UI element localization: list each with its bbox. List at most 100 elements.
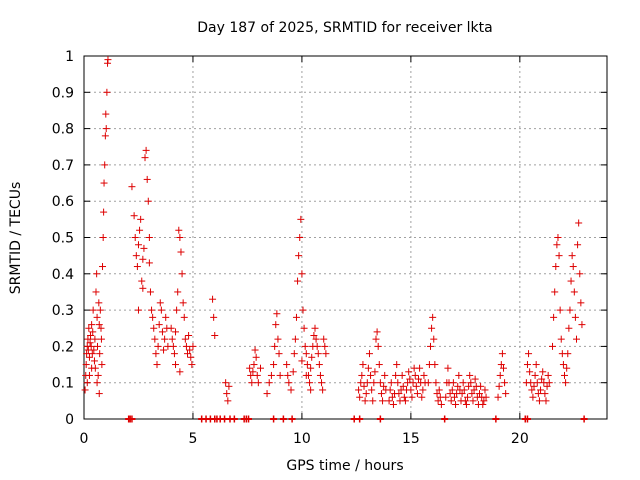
data-point bbox=[431, 361, 439, 369]
data-point bbox=[357, 379, 365, 387]
data-point bbox=[538, 375, 546, 383]
data-point bbox=[186, 346, 194, 354]
data-point bbox=[458, 390, 466, 398]
data-point bbox=[130, 212, 138, 220]
data-point bbox=[434, 397, 442, 405]
data-point bbox=[371, 368, 379, 376]
data-point bbox=[99, 263, 107, 271]
data-point bbox=[276, 371, 284, 379]
data-point bbox=[134, 241, 142, 249]
data-point bbox=[314, 350, 322, 358]
data-point bbox=[306, 379, 314, 387]
data-point bbox=[132, 252, 140, 260]
y-tick-label: 0.9 bbox=[52, 85, 74, 101]
data-point bbox=[393, 361, 401, 369]
y-tick-label: 0.8 bbox=[52, 122, 74, 138]
data-point bbox=[307, 386, 315, 394]
data-point bbox=[290, 350, 298, 358]
data-point bbox=[298, 357, 306, 365]
data-point bbox=[355, 386, 363, 394]
axis-ticks: 00.10.20.30.40.50.60.70.80.910 5 10 15 20 bbox=[52, 49, 607, 447]
data-point bbox=[300, 324, 308, 332]
data-point bbox=[565, 324, 573, 332]
data-point bbox=[557, 335, 565, 343]
data-point bbox=[133, 263, 141, 271]
data-point bbox=[102, 125, 110, 133]
data-point bbox=[363, 379, 371, 387]
data-point bbox=[81, 386, 89, 394]
data-point bbox=[294, 277, 302, 285]
data-point bbox=[379, 397, 387, 405]
data-point bbox=[356, 393, 364, 401]
zero-point bbox=[270, 415, 278, 423]
y-axis-label: SRMTID / TECUs bbox=[8, 182, 24, 295]
data-point bbox=[180, 313, 188, 321]
data-point bbox=[551, 288, 559, 296]
data-point bbox=[94, 342, 102, 350]
data-point bbox=[418, 393, 426, 401]
zero-point bbox=[356, 415, 364, 423]
data-point bbox=[419, 386, 427, 394]
data-point bbox=[563, 364, 571, 372]
data-point bbox=[432, 379, 440, 387]
data-point bbox=[301, 342, 309, 350]
data-point bbox=[539, 368, 547, 376]
data-point bbox=[416, 364, 424, 372]
data-point bbox=[174, 288, 182, 296]
y-tick-label: 0.7 bbox=[52, 158, 74, 174]
data-point bbox=[104, 56, 112, 64]
data-point bbox=[267, 371, 275, 379]
data-point bbox=[175, 226, 183, 234]
data-point bbox=[399, 382, 407, 390]
data-point bbox=[442, 393, 450, 401]
data-point bbox=[167, 324, 175, 332]
data-point bbox=[444, 364, 452, 372]
data-point bbox=[455, 371, 463, 379]
data-point bbox=[467, 379, 475, 387]
data-point bbox=[85, 353, 93, 361]
data-point bbox=[297, 215, 305, 223]
zero-point bbox=[245, 415, 253, 423]
data-point bbox=[452, 400, 460, 408]
data-point bbox=[541, 390, 549, 398]
data-point bbox=[257, 364, 265, 372]
data-point bbox=[401, 397, 409, 405]
data-point bbox=[299, 306, 307, 314]
data-point bbox=[319, 386, 327, 394]
data-point bbox=[313, 342, 321, 350]
data-point bbox=[272, 321, 280, 329]
data-point bbox=[312, 335, 320, 343]
data-point bbox=[385, 397, 393, 405]
data-point bbox=[374, 342, 382, 350]
data-point bbox=[498, 350, 506, 358]
data-point bbox=[412, 382, 420, 390]
data-point bbox=[552, 263, 560, 271]
data-point bbox=[98, 361, 106, 369]
data-point bbox=[251, 346, 259, 354]
data-point bbox=[372, 335, 380, 343]
data-point bbox=[446, 390, 454, 398]
data-point bbox=[394, 379, 402, 387]
data-point bbox=[295, 252, 303, 260]
data-point bbox=[247, 371, 255, 379]
data-point bbox=[87, 342, 95, 350]
data-point bbox=[189, 342, 197, 350]
data-point bbox=[564, 350, 572, 358]
data-point bbox=[86, 339, 94, 347]
data-point bbox=[182, 342, 190, 350]
data-point bbox=[303, 361, 311, 369]
data-point bbox=[572, 335, 580, 343]
data-point bbox=[388, 393, 396, 401]
data-point bbox=[151, 335, 159, 343]
data-point bbox=[95, 390, 103, 398]
data-point bbox=[146, 288, 154, 296]
x-tick-label: 0 bbox=[80, 431, 89, 447]
data-point bbox=[405, 368, 413, 376]
data-point bbox=[96, 350, 104, 358]
data-point bbox=[188, 361, 196, 369]
data-point bbox=[461, 397, 469, 405]
data-point bbox=[88, 364, 96, 372]
y-tick-label: 0.6 bbox=[52, 194, 74, 210]
data-point bbox=[88, 350, 96, 358]
data-point bbox=[358, 371, 366, 379]
